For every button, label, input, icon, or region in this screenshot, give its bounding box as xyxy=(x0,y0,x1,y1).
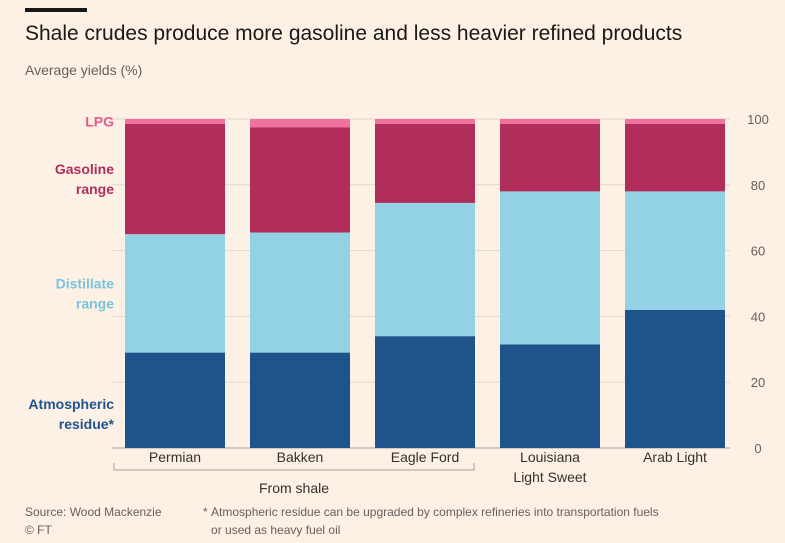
source-text: Source: Wood Mackenzie xyxy=(25,505,162,519)
series-label-2: Distillate xyxy=(56,275,115,291)
bar-segment-4-4 xyxy=(500,119,600,124)
bar-segment-5-3 xyxy=(625,123,725,192)
series-label-4: LPG xyxy=(85,113,114,129)
series-label-1: Atmospheric xyxy=(28,396,114,412)
bar-segment-2-1 xyxy=(250,352,350,448)
bar-segment-2-2 xyxy=(250,232,350,353)
footnote-block: * Atmospheric residue can be upgraded by… xyxy=(203,503,659,539)
bar-segment-1-1 xyxy=(125,352,225,448)
category-label-3: Eagle Ford xyxy=(391,449,459,465)
chart-title: Shale crudes produce more gasoline and l… xyxy=(25,22,683,45)
footnote-line-1: Atmospheric residue can be upgraded by c… xyxy=(211,505,659,519)
group-label: From shale xyxy=(259,480,329,496)
y-tick-label-40: 40 xyxy=(751,309,765,324)
source-block: Source: Wood Mackenzie © FT xyxy=(25,503,162,539)
bar-segment-2-3 xyxy=(250,127,350,233)
y-tick-label-60: 60 xyxy=(751,244,765,259)
stacked-bar-chart: 0 20 40 60 80 100 Permian Bakken Eagle Ford Louis… xyxy=(28,112,769,496)
series-label-3-line-2: range xyxy=(76,181,114,197)
category-label-5: Arab Light xyxy=(643,449,707,465)
bar-segment-4-2 xyxy=(500,191,600,345)
bar-segment-1-2 xyxy=(125,234,225,353)
bar-segment-3-1 xyxy=(375,336,475,448)
bar-segment-4-3 xyxy=(500,123,600,192)
category-label-1: Permian xyxy=(149,449,201,465)
category-label-2: Bakken xyxy=(277,449,324,465)
footnote-mark: * xyxy=(203,505,208,519)
copyright-text: © FT xyxy=(25,523,52,537)
bar-segment-5-4 xyxy=(625,119,725,124)
group-bracket xyxy=(113,463,475,471)
series-label-2-line-2: range xyxy=(76,295,114,311)
footnote-body: Atmospheric residue can be upgraded by c… xyxy=(211,503,659,539)
bar-segment-3-3 xyxy=(375,123,475,203)
y-tick-label-20: 20 xyxy=(751,375,765,390)
chart-subtitle: Average yields (%) xyxy=(25,62,143,78)
bar-segment-5-2 xyxy=(625,191,725,310)
bar-segment-1-3 xyxy=(125,123,225,235)
y-tick-label-80: 80 xyxy=(751,178,765,193)
footnote-line-2: or used as heavy fuel oil xyxy=(211,523,341,537)
bar-segment-2-4 xyxy=(250,119,350,128)
bar-segment-3-4 xyxy=(375,119,475,124)
bar-segment-4-1 xyxy=(500,344,600,448)
bar-segment-3-2 xyxy=(375,202,475,337)
series-label-1-line-2: residue* xyxy=(59,416,115,432)
bar-segment-5-1 xyxy=(625,309,725,448)
bar-segment-1-4 xyxy=(125,119,225,124)
category-label-4-line-2: Light Sweet xyxy=(513,469,586,485)
ft-top-bar xyxy=(25,8,87,12)
category-label-4: Louisiana xyxy=(520,449,580,465)
y-tick-label-0: 0 xyxy=(754,441,761,456)
series-label-3: Gasoline xyxy=(55,161,114,177)
y-tick-label-100: 100 xyxy=(747,112,769,127)
